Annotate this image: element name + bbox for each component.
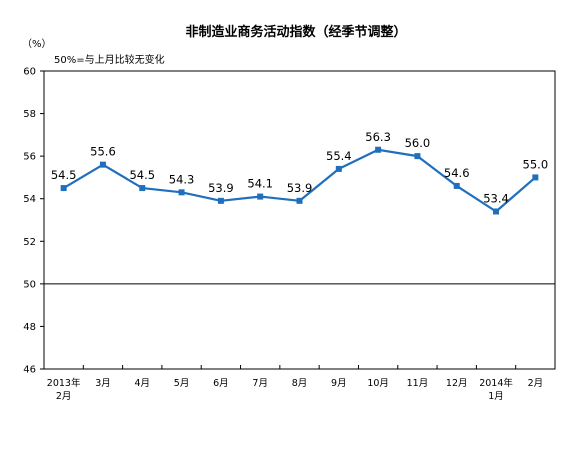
x-tick-label-line: 9月 <box>331 378 347 389</box>
x-tick-label: 2013年 2月 <box>47 377 81 402</box>
data-label: 55.0 <box>523 157 549 171</box>
data-label: 55.6 <box>90 145 116 159</box>
plot-area-frame <box>43 70 556 370</box>
x-tick-label: 3月 <box>95 378 111 389</box>
y-tick-label: 60 <box>23 67 36 78</box>
data-point <box>414 153 421 160</box>
data-point <box>139 185 146 192</box>
x-tick-label-line: 2月 <box>56 391 72 402</box>
data-point <box>532 174 539 181</box>
x-tick-label-line: 5月 <box>174 378 190 389</box>
x-tick-label: 2月 <box>528 378 544 389</box>
data-label: 53.4 <box>483 191 509 205</box>
x-tick-label: 4月 <box>134 378 150 389</box>
x-tick-label-line: 2014年 <box>479 377 513 389</box>
data-labels-group: 54.5 55.6 54.5 54.3 53.9 54.1 53.9 55.4 56.3 56.0… <box>51 130 548 206</box>
x-tick-label: 12月 <box>446 378 468 389</box>
chart-title: 非制造业商务活动指数（经季节调整） <box>185 24 406 40</box>
x-tick-label: 2014年 1月 <box>479 377 513 402</box>
y-unit-label: （%） <box>22 38 52 50</box>
data-point <box>178 189 185 196</box>
x-tick-label-line: 3月 <box>95 378 111 389</box>
data-point <box>99 161 106 168</box>
x-tick-label: 7月 <box>252 378 268 389</box>
y-tick-label: 54 <box>23 194 36 205</box>
x-axis: 2013年 2月 3月 4月 5月 6月 7月 8月 9月 10月 11月 12月 2014年 1月 2月 <box>47 365 543 402</box>
x-tick-label: 11月 <box>407 378 429 389</box>
x-tick-label: 6月 <box>213 378 229 389</box>
data-point <box>493 208 500 215</box>
data-point <box>296 197 303 204</box>
x-tick-label-line: 1月 <box>488 391 504 402</box>
data-label: 54.5 <box>129 168 155 182</box>
y-tick-label: 50 <box>23 279 36 290</box>
data-point <box>257 193 264 200</box>
data-point <box>453 182 460 189</box>
y-tick-label: 52 <box>23 237 36 248</box>
data-label: 56.0 <box>405 136 431 150</box>
x-tick-label-line: 12月 <box>446 378 468 389</box>
x-tick-label-line: 6月 <box>213 378 229 389</box>
series-group <box>60 146 539 215</box>
data-label: 54.3 <box>169 172 195 186</box>
x-tick-label-line: 2月 <box>528 378 544 389</box>
data-label: 54.6 <box>444 166 470 180</box>
chart-annotation: 50%=与上月比较无变化 <box>54 53 165 66</box>
data-label: 56.3 <box>365 130 391 144</box>
x-tick-label-line: 11月 <box>407 378 429 389</box>
y-tick-label: 56 <box>23 152 36 163</box>
data-label: 53.9 <box>208 181 234 195</box>
x-tick-label-line: 2013年 <box>47 377 81 389</box>
x-tick-label-line: 4月 <box>134 378 150 389</box>
y-tick-label: 46 <box>23 365 36 376</box>
data-label: 54.5 <box>51 168 77 182</box>
data-point <box>217 197 224 204</box>
data-label: 54.1 <box>247 177 273 191</box>
x-tick-label-line: 7月 <box>252 378 268 389</box>
data-label: 55.4 <box>326 149 352 163</box>
x-tick-label: 5月 <box>174 378 190 389</box>
x-tick-label-line: 8月 <box>292 378 308 389</box>
x-tick-label: 9月 <box>331 378 347 389</box>
y-axis: 60 58 56 54 52 50 48 46 <box>23 67 44 376</box>
y-tick-label: 58 <box>23 109 36 120</box>
data-point <box>60 185 67 192</box>
y-tick-label: 48 <box>23 322 36 333</box>
data-label: 53.9 <box>287 181 313 195</box>
x-tick-label: 8月 <box>292 378 308 389</box>
data-point <box>335 165 342 172</box>
x-tick-label: 10月 <box>367 378 389 389</box>
x-tick-label-line: 10月 <box>367 378 389 389</box>
data-point <box>375 146 382 153</box>
